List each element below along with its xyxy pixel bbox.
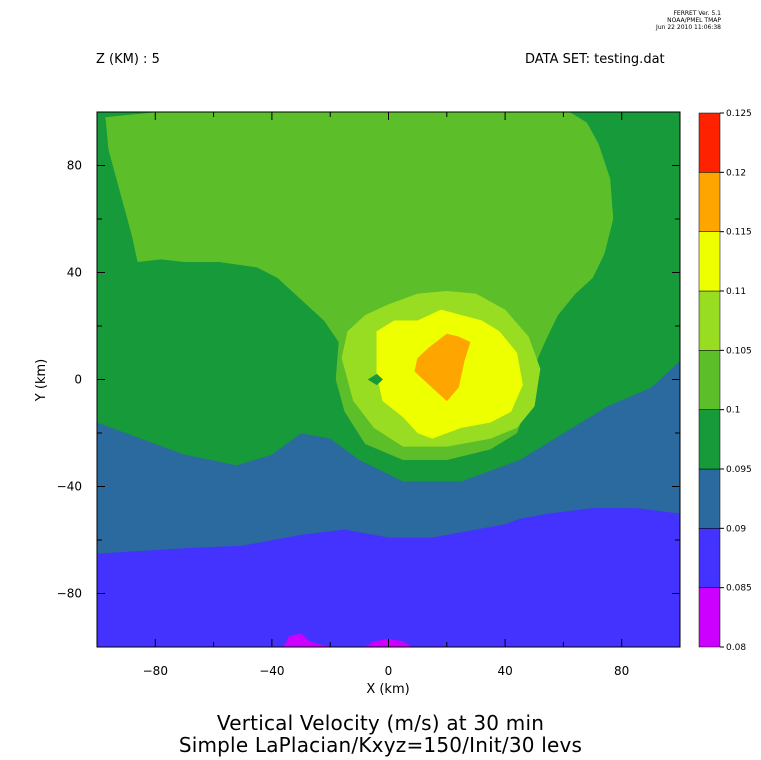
y-tick-label: 40	[67, 266, 82, 280]
colorbar-label: 0.085	[726, 584, 752, 594]
y-tick-label: −40	[57, 480, 82, 494]
colorbar-label: 0.11	[726, 287, 746, 297]
colorbar-label: 0.09	[726, 524, 746, 534]
colorbar-label: 0.105	[726, 346, 752, 356]
colorbar-label: 0.115	[726, 228, 752, 238]
dataset-header: DATA SET: testing.dat	[525, 52, 665, 67]
contour-region-10	[367, 373, 384, 386]
colorbar-label: 0.125	[726, 109, 752, 119]
colorbar-swatch	[698, 468, 721, 529]
colorbar: 0.08 0.085 0.09 0.095 0.1 0.105 0.11 0.115 0.12 0…	[698, 109, 752, 653]
ferret-org-stamp: NOAA/PMEL TMAP	[667, 17, 721, 24]
colorbar-swatch	[698, 112, 721, 173]
ferret-version-stamp: FERRET Ver. 5.1	[673, 10, 721, 17]
colorbar-label: 0.08	[726, 643, 746, 653]
x-tick-label: −80	[143, 664, 168, 678]
colorbar-label: 0.12	[726, 168, 746, 178]
colorbar-swatch	[698, 528, 721, 588]
ferret-date-stamp: Jun 22 2010 11:06:38	[656, 24, 721, 31]
x-tick-label: 0	[385, 664, 393, 678]
colorbar-label: 0.095	[726, 465, 752, 475]
contour-region-1	[283, 633, 331, 647]
x-tick-label: 40	[497, 664, 512, 678]
chart-title-line2: Simple LaPlacian/Kxyz=150/Init/30 levs	[178, 733, 583, 757]
colorbar-swatch	[698, 172, 721, 232]
colorbar-swatch	[698, 350, 721, 410]
y-axis-label: Y (km)	[34, 359, 49, 402]
colorbar-label: 0.1	[726, 406, 740, 416]
x-tick-label: 80	[614, 664, 629, 678]
colorbar-swatch	[698, 290, 721, 351]
depth-header: Z (KM) : 5	[96, 52, 160, 67]
colorbar-swatch	[698, 409, 721, 470]
y-tick-label: −80	[57, 587, 82, 601]
contour-region-9	[414, 333, 471, 402]
x-tick-label: −40	[259, 664, 284, 678]
contour-plot: −80 −40 0 40 80 80 40 0 −40 −80 X (km) Y (km) 0.0…	[34, 109, 752, 697]
y-tick-label: 0	[74, 373, 82, 387]
y-tick-label: 80	[67, 159, 82, 173]
colorbar-swatch	[698, 231, 721, 292]
x-axis-label: X (km)	[366, 682, 409, 697]
chart-title-line1: Vertical Velocity (m/s) at 30 min	[216, 711, 545, 735]
colorbar-swatch	[698, 587, 721, 648]
